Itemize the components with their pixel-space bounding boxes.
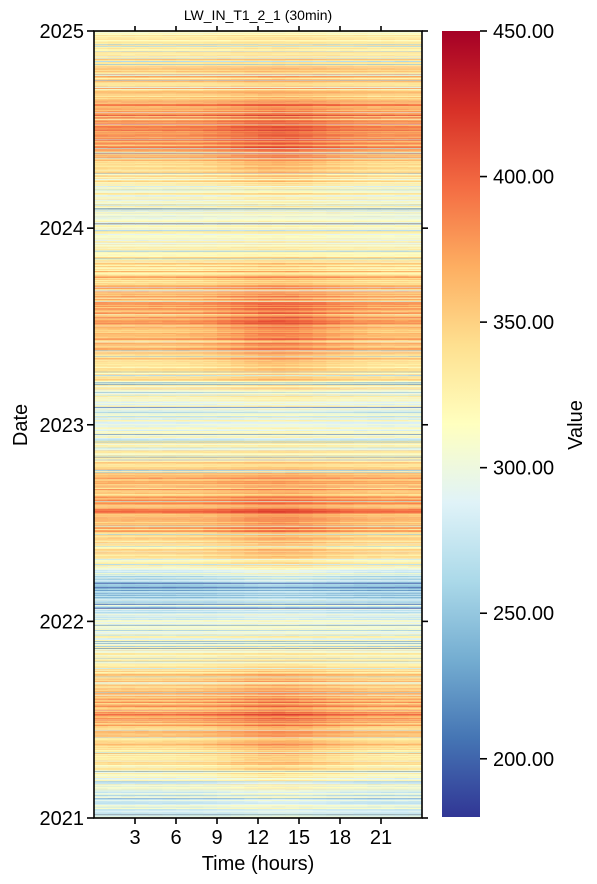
chart-title: LW_IN_T1_2_1 (30min) [184,7,332,23]
heatmap-cells [94,31,422,818]
